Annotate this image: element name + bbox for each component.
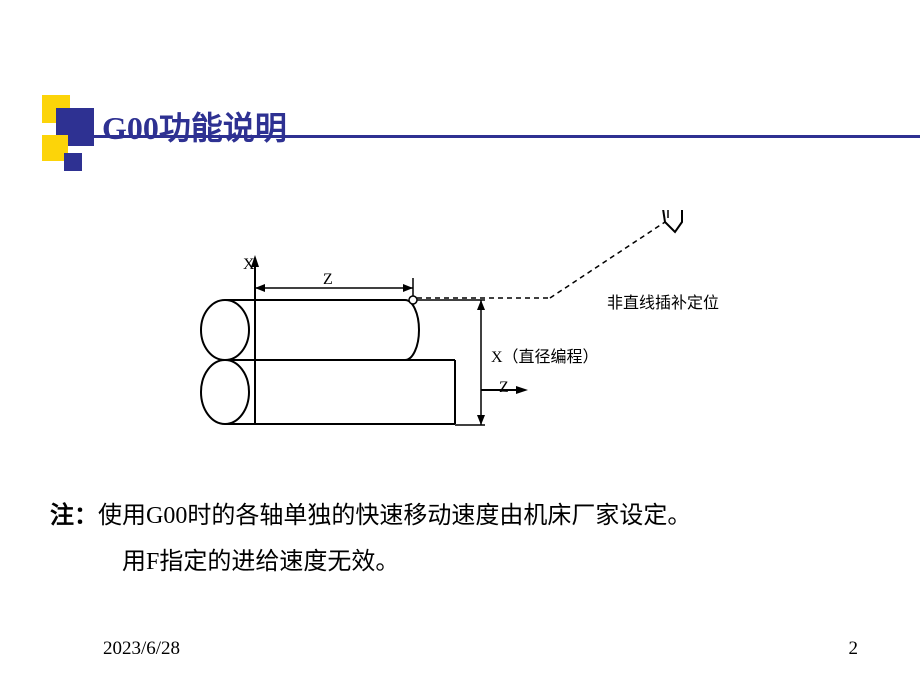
deco-block [64,153,82,171]
x-axis-label: X [243,256,255,274]
note-label: 注： [50,503,98,529]
annotation-label: 非直线插补定位 [607,289,719,313]
page-title: G00功能说明 [102,103,287,149]
note-section: 注：使用G00时的各轴单独的快速移动速度由机床厂家设定。 用F指定的进给速度无效… [50,494,870,585]
cnc-diagram: X Z X（直径编程） Z 非直线插补定位 [195,210,735,460]
diagram-svg [195,210,735,460]
footer-date: 2023/6/28 [103,638,180,660]
z-top-label: Z [323,271,333,289]
note-line-2: 用F指定的进给速度无效。 [50,540,870,586]
z-bottom-label: Z [499,379,509,397]
x-right-label: X（直径编程） [491,343,599,367]
note-text-1: 使用G00时的各轴单独的快速移动速度由机床厂家设定。 [98,503,691,529]
note-line-1: 注：使用G00时的各轴单独的快速移动速度由机床厂家设定。 [50,494,870,540]
footer-page: 2 [849,638,859,660]
